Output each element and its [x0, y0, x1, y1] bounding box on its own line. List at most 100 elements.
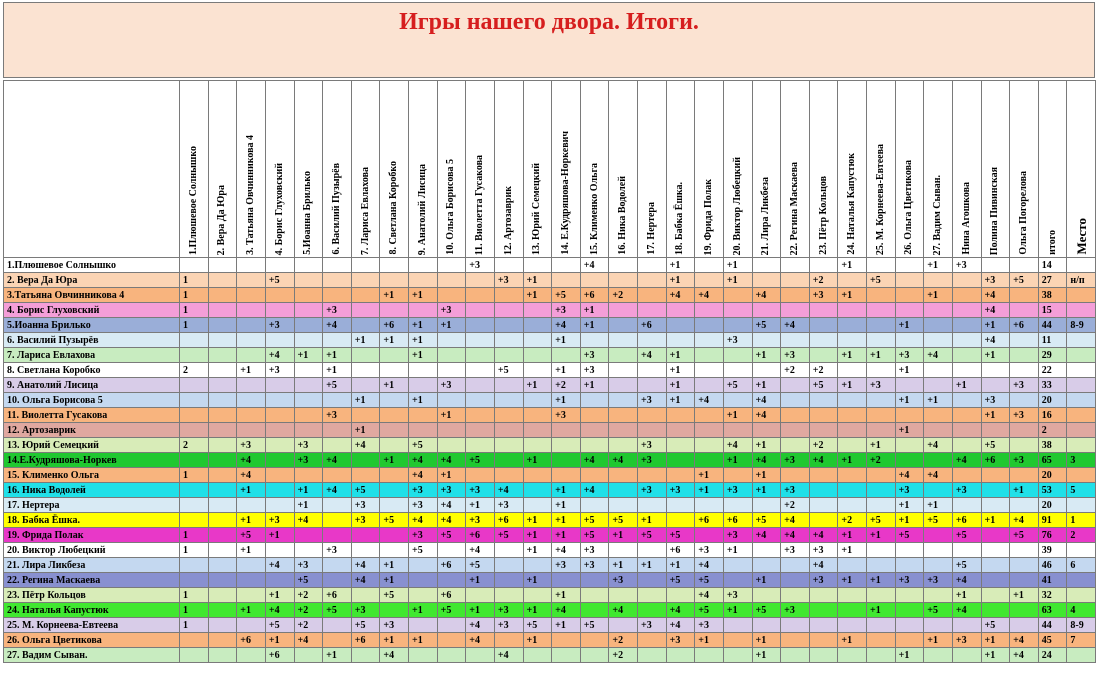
score-cell	[780, 272, 810, 288]
score-cell: +3	[579, 542, 610, 558]
column-header-label: Полина Пивинская	[989, 166, 1001, 255]
score-cell: +4	[1009, 632, 1039, 648]
score-cell: +1	[837, 347, 867, 363]
score-cell: +5	[894, 527, 925, 543]
score-cell: +2	[608, 287, 638, 303]
score-cell	[493, 467, 524, 483]
score-cell	[780, 422, 810, 438]
score-cell: +4	[236, 467, 266, 483]
score-cell	[894, 632, 925, 648]
column-header: Полина Пивинская	[980, 80, 1011, 258]
score-cell	[579, 272, 610, 288]
score-cell	[894, 272, 925, 288]
score-cell	[951, 422, 982, 438]
score-cell	[722, 287, 753, 303]
player-name: 15. Клименко Ольга	[3, 467, 180, 483]
score-cell	[350, 587, 381, 603]
score-cell	[665, 437, 696, 453]
score-cell	[608, 497, 638, 513]
score-cell: +5	[579, 527, 610, 543]
score-cell: +3	[951, 632, 982, 648]
score-cell: +4	[894, 467, 925, 483]
score-cell	[293, 392, 324, 408]
score-cell: +1	[436, 407, 467, 423]
score-cell: +4	[236, 452, 266, 468]
place-cell	[1066, 347, 1096, 363]
score-cell: +1	[694, 467, 724, 483]
score-cell: +1	[408, 632, 438, 648]
score-cell	[322, 392, 352, 408]
score-cell: +5	[751, 602, 782, 618]
score-cell	[694, 377, 724, 393]
score-cell	[780, 407, 810, 423]
player-name: 19. Фрида Полак	[3, 527, 180, 543]
score-cell: +3	[293, 437, 324, 453]
score-cell: +1	[980, 647, 1011, 663]
score-cell: +1	[837, 572, 867, 588]
table-row: 1.Плюшевое Солнышко +3 +4 +1 +1 +1 +1 +3 14	[3, 257, 1096, 273]
score-cell: +1	[264, 632, 295, 648]
score-cell	[694, 362, 724, 378]
score-cell: +3	[637, 392, 667, 408]
table-row: 13. Юрий Семецкий 2 +3 +3 +4 +5 +3 +4 +1 +2 +1 +4 +5…	[3, 437, 1096, 453]
score-cell	[207, 632, 238, 648]
score-cell: +3	[780, 542, 810, 558]
player-name: 2. Вера Да Юра	[3, 272, 180, 288]
score-cell	[837, 617, 867, 633]
score-cell: +3	[694, 617, 724, 633]
score-cell: +5	[264, 272, 295, 288]
score-cell	[522, 392, 553, 408]
score-cell	[694, 437, 724, 453]
score-cell	[236, 317, 266, 333]
score-cell	[522, 482, 553, 498]
score-cell: +3	[579, 347, 610, 363]
score-cell	[780, 572, 810, 588]
total-cell: 11	[1037, 332, 1068, 348]
score-cell	[951, 347, 982, 363]
score-cell	[293, 317, 324, 333]
score-cell: +1	[379, 557, 409, 573]
score-cell	[751, 542, 782, 558]
score-cell	[665, 452, 696, 468]
score-cell: +1	[408, 347, 438, 363]
score-cell	[493, 302, 524, 318]
score-cell	[465, 302, 495, 318]
score-cell: +2	[608, 632, 638, 648]
score-cell: +1	[579, 302, 610, 318]
score-cell	[951, 497, 982, 513]
score-cell	[264, 377, 295, 393]
score-cell: +5	[408, 437, 438, 453]
score-cell	[808, 602, 839, 618]
score-cell: +3	[694, 542, 724, 558]
score-cell	[551, 422, 581, 438]
score-cell: +3	[637, 482, 667, 498]
score-cell	[951, 392, 982, 408]
score-cell	[350, 647, 381, 663]
column-header-label: 11. Виолетта Гусакова	[474, 154, 486, 255]
table-row: 7. Лариса Евлахова +4 +1 +1 +1 +3 +4 +1 +1 +3 +1 +1…	[3, 347, 1096, 363]
score-cell	[866, 497, 896, 513]
score-cell: +5	[722, 377, 753, 393]
score-cell	[350, 527, 381, 543]
score-cell: +2	[608, 647, 638, 663]
score-cell	[1009, 617, 1039, 633]
score-cell	[236, 497, 266, 513]
place-cell	[1066, 362, 1096, 378]
score-cell	[894, 377, 925, 393]
score-cell	[866, 587, 896, 603]
total-cell: 2	[1037, 422, 1068, 438]
score-cell	[493, 572, 524, 588]
column-header: Нина Агошкова	[951, 80, 982, 258]
score-cell: +1	[293, 347, 324, 363]
score-cell	[780, 437, 810, 453]
player-name: 22. Регина Маскаева	[3, 572, 180, 588]
score-cell: +3	[722, 332, 753, 348]
table-row: 4. Борис Глуховский 1 +3 +3 +3 +1 +4 15	[3, 302, 1096, 318]
score-cell	[551, 572, 581, 588]
score-cell: +1	[465, 572, 495, 588]
score-cell: +3	[722, 482, 753, 498]
score-cell: +3	[293, 557, 324, 573]
player-name: 27. Вадим Сыван.	[3, 647, 180, 663]
score-cell	[493, 287, 524, 303]
place-cell: 3	[1066, 452, 1096, 468]
